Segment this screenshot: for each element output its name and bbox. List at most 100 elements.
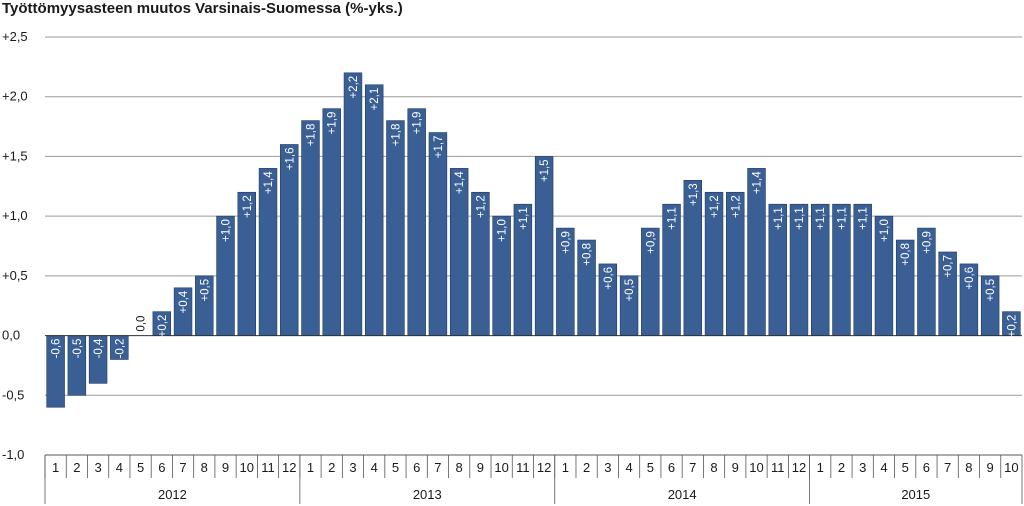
year-label: 2013	[413, 487, 442, 502]
bar	[343, 72, 363, 336]
month-label: 4	[625, 460, 632, 475]
data-label: +1,5	[539, 159, 551, 182]
data-labels: -0,6 -0,5 -0,4 -0,2 0,0 +0,2 +0,4 +0,5 +1,0 +1,2 +…	[51, 76, 1019, 359]
bars	[46, 72, 1021, 408]
month-label: 1	[307, 460, 314, 475]
bar	[407, 108, 426, 336]
month-label: 2	[328, 460, 335, 475]
data-label: +1,1	[794, 207, 806, 230]
data-label: +1,2	[475, 195, 487, 218]
data-label: +1,2	[730, 195, 742, 218]
bar	[280, 144, 299, 336]
data-label: +0,2	[1006, 315, 1018, 338]
month-label: 3	[859, 460, 866, 475]
month-label: 4	[116, 460, 123, 475]
data-label: +1,9	[327, 112, 339, 135]
month-label: 6	[668, 460, 675, 475]
data-label: +2,2	[348, 76, 360, 99]
data-label: +1,0	[221, 219, 233, 242]
y-axis-ticks: -1,0 -0,5 0,0 +0,5 +1,0 +1,5 +2,0 +2,5	[2, 29, 28, 462]
data-label: +0,2	[157, 315, 169, 338]
y-tick-label: +0,5	[2, 268, 28, 283]
month-label: 2	[583, 460, 590, 475]
data-label: +1,8	[305, 124, 317, 147]
month-label: 1	[817, 460, 824, 475]
bar	[301, 120, 320, 336]
data-label: +1,6	[284, 147, 296, 170]
data-label: +1,9	[412, 112, 424, 135]
data-label: +0,7	[943, 255, 955, 278]
data-label: 0,0	[136, 316, 148, 332]
data-label: +0,5	[199, 279, 211, 302]
month-label: 7	[689, 460, 696, 475]
month-label: 12	[792, 460, 806, 475]
month-label: 9	[987, 460, 994, 475]
data-label: -0,5	[72, 339, 84, 359]
month-label: 5	[647, 460, 654, 475]
month-label: 12	[537, 460, 551, 475]
month-label: 6	[923, 460, 930, 475]
data-label: -0,2	[114, 339, 126, 359]
data-label: +0,6	[964, 267, 976, 290]
month-label: 8	[456, 460, 463, 475]
month-label: 1	[52, 460, 59, 475]
data-label: +0,4	[178, 290, 190, 313]
month-label: 11	[516, 460, 530, 475]
data-label: +1,4	[454, 171, 466, 194]
data-label: +1,4	[752, 171, 764, 194]
bar	[386, 120, 405, 336]
month-label: 1	[562, 460, 569, 475]
data-label: +0,5	[624, 279, 636, 302]
month-label: 9	[222, 460, 229, 475]
bar	[364, 84, 384, 336]
data-label: +1,1	[836, 207, 848, 230]
data-label: +1,1	[773, 207, 785, 230]
month-label: 6	[158, 460, 165, 475]
month-label: 7	[179, 460, 186, 475]
data-label: +1,4	[263, 171, 275, 194]
data-label: +0,9	[560, 231, 572, 254]
month-label: 5	[392, 460, 399, 475]
month-label: 8	[710, 460, 717, 475]
month-label: 4	[880, 460, 887, 475]
y-tick-label: +2,5	[2, 29, 28, 44]
data-label: +0,5	[985, 279, 997, 302]
data-label: +1,1	[815, 207, 827, 230]
data-label: +0,8	[582, 243, 594, 266]
month-label: 12	[282, 460, 296, 475]
data-label: +1,7	[433, 136, 445, 159]
month-label: 3	[349, 460, 356, 475]
month-label: 3	[94, 460, 101, 475]
y-tick-label: -0,5	[2, 387, 24, 402]
month-label: 11	[771, 460, 785, 475]
month-label: 9	[477, 460, 484, 475]
month-label: 7	[944, 460, 951, 475]
y-tick-label: +1,5	[2, 148, 28, 163]
month-label: 6	[413, 460, 420, 475]
month-label: 4	[371, 460, 378, 475]
month-label: 5	[902, 460, 909, 475]
month-label: 10	[494, 460, 508, 475]
year-label: 2012	[158, 487, 187, 502]
y-tick-label: 0,0	[2, 328, 20, 343]
year-label: 2014	[668, 487, 697, 502]
data-label: +1,0	[879, 219, 891, 242]
month-label: 2	[73, 460, 80, 475]
bar	[428, 132, 448, 336]
bar	[322, 108, 341, 336]
month-label: 3	[604, 460, 611, 475]
data-label: +1,0	[497, 219, 509, 242]
data-label: +1,3	[688, 183, 700, 206]
data-label: +1,1	[858, 207, 870, 230]
month-label: 10	[1004, 460, 1018, 475]
month-label: 8	[201, 460, 208, 475]
year-label: 2015	[901, 487, 930, 502]
data-label: +2,1	[369, 88, 381, 111]
y-tick-label: +1,0	[2, 208, 28, 223]
data-label: +0,8	[900, 243, 912, 266]
data-label: +0,6	[603, 267, 615, 290]
data-label: +0,9	[645, 231, 657, 254]
month-label: 8	[965, 460, 972, 475]
